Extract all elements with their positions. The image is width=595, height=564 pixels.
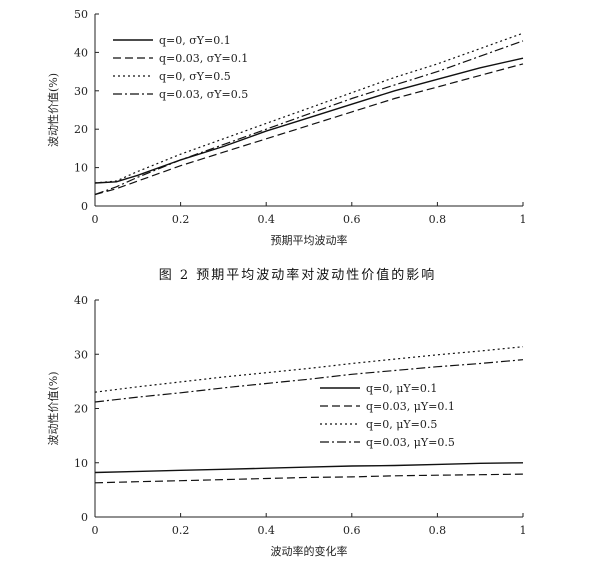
y-tick-label: 30 [74,348,88,361]
legend-entry-4: q=0.03, μY=0.5 [366,436,455,449]
y-tick-label: 0 [81,200,88,213]
series-line-3 [94,346,524,393]
y-axis-label: 波动性价值(%) [46,73,60,147]
figure-caption: 图 2 预期平均波动率对波动性价值的影响 [158,268,437,283]
series-line-4 [94,359,524,403]
x-tick-label: 0 [92,213,99,226]
x-tick-label: 0.2 [172,213,190,226]
y-tick-label: 20 [74,403,88,416]
series-line-1 [94,57,524,184]
x-tick-label: 0.4 [257,213,275,226]
series-line-4 [94,40,524,196]
y-tick-label: 50 [74,8,88,21]
legend-entry-2: q=0.03, σY=0.1 [159,52,248,65]
x-tick-label: 0.4 [257,524,275,537]
x-tick-label: 0.8 [429,524,447,537]
y-tick-label: 10 [74,162,88,175]
y-axis-label: 波动性价值(%) [46,371,60,445]
legend-entry-4: q=0.03, σY=0.5 [159,88,248,101]
y-tick-label: 10 [74,457,88,470]
x-tick-label: 0 [92,524,99,537]
x-axis-label: 预期平均波动率 [271,233,348,247]
legend-entry-3: q=0, σY=0.5 [159,70,231,83]
x-tick-label: 0.2 [172,524,190,537]
legend-entry-3: q=0, μY=0.5 [366,418,437,431]
series-line-2 [94,473,524,484]
x-tick-label: 1 [520,213,527,226]
y-tick-label: 20 [74,123,88,136]
legend-entry-1: q=0, μY=0.1 [366,382,437,395]
x-tick-label: 0.6 [343,213,361,226]
chart-volatility-mean: 0 10 20 30 40 50 0 0.2 0.4 0.6 0.8 1 预期平均波动率 波动性价值(%)… [46,8,527,247]
legend-entry-1: q=0, σY=0.1 [159,34,231,47]
x-axis-label: 波动率的变化率 [271,544,348,558]
series-line-2 [94,63,524,196]
x-tick-label: 0.8 [429,213,447,226]
y-tick-label: 30 [74,85,88,98]
y-tick-label: 0 [81,511,88,524]
series-line-3 [94,32,524,184]
x-tick-label: 1 [520,524,527,537]
series-line-1 [94,462,524,474]
x-tick-label: 0.6 [343,524,361,537]
y-tick-label: 40 [74,294,88,307]
y-tick-label: 40 [74,46,88,59]
legend-entry-2: q=0.03, μY=0.1 [366,400,455,413]
